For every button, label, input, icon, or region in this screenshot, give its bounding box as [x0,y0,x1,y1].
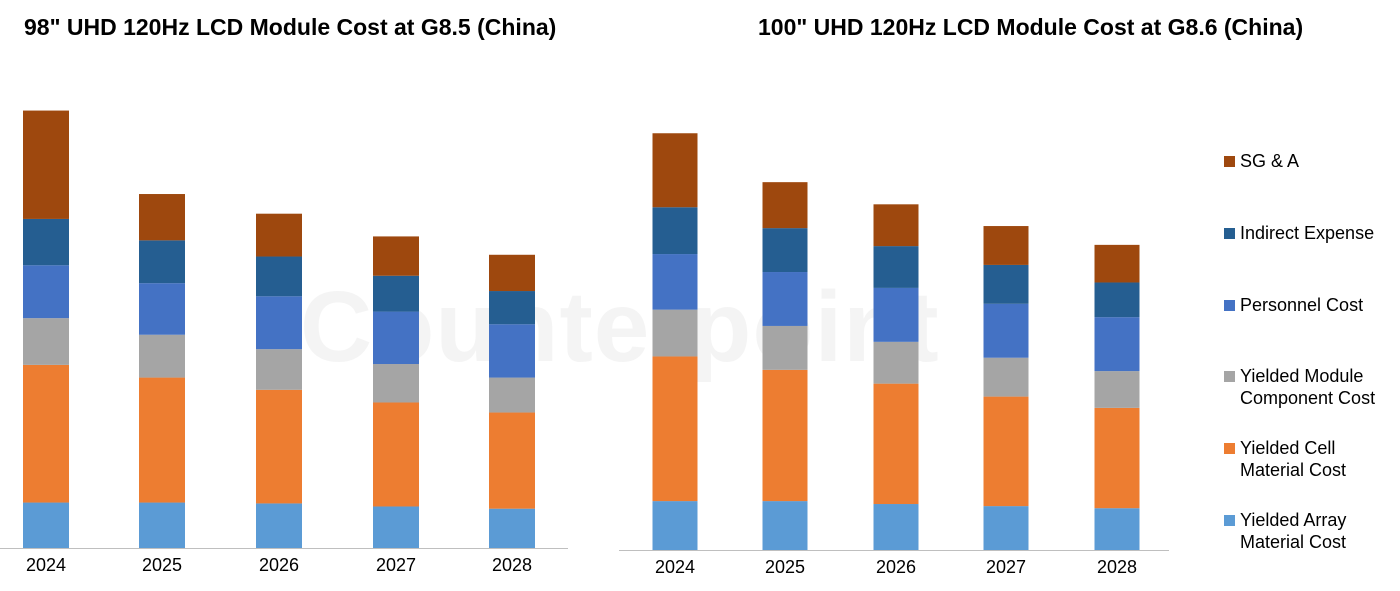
right-x-tick-2026: 2026 [876,557,916,577]
left-bar-2027-sg-and-a [373,236,419,276]
left-x-tick-2025: 2025 [142,555,182,575]
left-bar-2026-indirect-expense [256,256,302,297]
left-x-tick-2026: 2026 [259,555,299,575]
right-bar-2024-yielded-module-component-cost [652,309,698,357]
legend-item-indirect-expense: Indirect Expense [1224,222,1400,244]
left-x-tick-2027: 2027 [376,555,416,575]
left-bar-2028-indirect-expense [489,291,535,325]
right-bar-2024-personnel-cost [652,254,698,310]
left-bar-2028-yielded-array-material-cost [489,508,535,548]
legend-label-personnel-cost: Personnel Cost [1240,295,1364,315]
right-bar-2028-yielded-module-component-cost [1094,371,1140,408]
left-bar-2026-yielded-array-material-cost [256,503,302,548]
left-bar-2024-yielded-cell-material-cost [23,364,69,503]
right-bar-2027-personnel-cost [983,303,1029,358]
left-bar-2025-yielded-module-component-cost [139,334,185,378]
legend-item-sga: SG & A [1224,150,1400,172]
left-bar-2026-personnel-cost [256,296,302,350]
right-bar-2027-yielded-array-material-cost [983,506,1029,550]
right-bar-2027-yielded-cell-material-cost [983,396,1029,507]
left-bar-2024-indirect-expense [23,218,69,266]
right-bar-2025-personnel-cost [762,272,808,326]
left-bar-2027-indirect-expense [373,275,419,312]
left-bar-2025-indirect-expense [139,240,185,284]
right-bar-2028-personnel-cost [1094,317,1140,372]
left-bar-2027-personnel-cost [373,311,419,365]
left-bar-2025-personnel-cost [139,283,185,335]
legend-swatch-sga [1224,156,1235,167]
legend-label-indirect-expense: Indirect Expense [1240,223,1375,243]
right-bar-2025-sg-and-a [762,182,808,229]
legend-item-array-material-cost: Yielded Array Material Cost [1224,509,1400,553]
left-chart-title: 98" UHD 120Hz LCD Module Cost at G8.5 (C… [24,14,557,40]
left-bar-2028-yielded-module-component-cost [489,377,535,413]
left-bar-2024-personnel-cost [23,265,69,319]
legend-label-array-material-cost: Yielded Array Material Cost [1240,510,1347,552]
right-chart-title: 100" UHD 120Hz LCD Module Cost at G8.6 (… [758,14,1304,40]
right-bar-2027-sg-and-a [983,226,1029,265]
right-chart: 2024 2025 2026 2027 2028 [619,133,1169,577]
left-x-tick-2024: 2024 [26,555,66,575]
right-bar-2028-yielded-cell-material-cost [1094,407,1140,509]
left-x-tick-2028: 2028 [492,555,532,575]
right-x-tick-2028: 2028 [1097,557,1137,577]
left-bar-2026-yielded-module-component-cost [256,349,302,390]
left-bar-2024-yielded-module-component-cost [23,318,69,365]
right-bar-2026-sg-and-a [873,204,919,247]
legend-label-cell-material-cost: Yielded Cell Material Cost [1240,438,1347,480]
legend-item-module-component-cost: Yielded Module Component Cost [1224,365,1400,409]
left-bar-2025-sg-and-a [139,194,185,241]
left-chart: 2024 2025 2026 2027 2028 [0,110,568,575]
left-bar-2024-yielded-array-material-cost [23,502,69,548]
right-bar-2025-yielded-array-material-cost [762,501,808,550]
right-bar-2026-indirect-expense [873,246,919,288]
legend-label-sga: SG & A [1240,151,1300,171]
right-bar-2025-yielded-cell-material-cost [762,369,808,502]
right-x-tick-2025: 2025 [765,557,805,577]
legend-item-cell-material-cost: Yielded Cell Material Cost [1224,437,1400,481]
right-x-tick-2024: 2024 [655,557,695,577]
left-bar-2028-personnel-cost [489,324,535,378]
right-bar-2028-indirect-expense [1094,282,1140,318]
legend-swatch-personnel-cost [1224,300,1235,311]
legend-swatch-array-material-cost [1224,515,1235,526]
left-bar-2026-sg-and-a [256,213,302,257]
right-bar-2026-yielded-array-material-cost [873,504,919,550]
legend-swatch-indirect-expense [1224,228,1235,239]
right-bar-2024-yielded-cell-material-cost [652,356,698,502]
legend-item-personnel-cost: Personnel Cost [1224,294,1400,316]
left-bar-2028-yielded-cell-material-cost [489,412,535,509]
legend-swatch-cell-material-cost [1224,443,1235,454]
left-bar-2028-sg-and-a [489,254,535,292]
right-bar-2028-yielded-array-material-cost [1094,508,1140,550]
right-bar-2026-yielded-cell-material-cost [873,383,919,505]
legend-swatch-module-component-cost [1224,371,1235,382]
left-bar-2026-yielded-cell-material-cost [256,389,302,504]
right-bar-2026-yielded-module-component-cost [873,341,919,384]
legend-label-module-component-cost: Yielded Module Component Cost [1240,366,1376,408]
right-bar-2028-sg-and-a [1094,244,1140,283]
left-bar-2025-yielded-cell-material-cost [139,377,185,503]
right-bar-2024-sg-and-a [652,133,698,208]
right-x-tick-2027: 2027 [986,557,1026,577]
left-bar-2027-yielded-cell-material-cost [373,402,419,507]
right-bar-2026-personnel-cost [873,287,919,342]
right-bar-2024-yielded-array-material-cost [652,501,698,550]
right-bar-2025-yielded-module-component-cost [762,325,808,370]
right-bar-2027-yielded-module-component-cost [983,357,1029,397]
left-bar-2025-yielded-array-material-cost [139,502,185,548]
right-bar-2027-indirect-expense [983,264,1029,304]
left-bar-2027-yielded-array-material-cost [373,506,419,548]
left-bar-2027-yielded-module-component-cost [373,364,419,403]
right-bar-2025-indirect-expense [762,228,808,273]
left-bar-2024-sg-and-a [23,110,69,219]
right-bar-2024-indirect-expense [652,207,698,255]
